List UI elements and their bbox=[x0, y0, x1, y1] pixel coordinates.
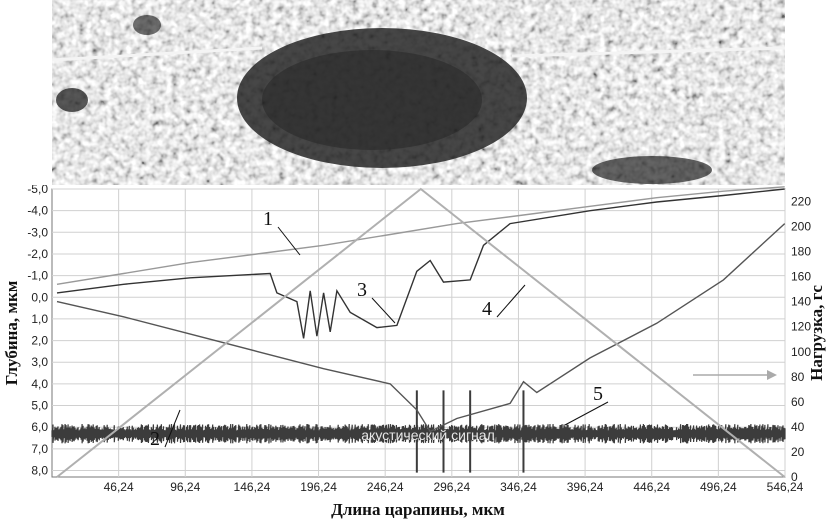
series-1-line bbox=[56, 186, 785, 285]
delamination-core bbox=[262, 50, 482, 150]
x-tick-label: 546,24 bbox=[767, 480, 804, 494]
y-axis-title-left: Глубина, мкм bbox=[2, 280, 21, 385]
dark-spot bbox=[56, 88, 88, 112]
y-right-tick-label: 0 bbox=[791, 470, 798, 484]
x-tick-label: 246,24 bbox=[367, 480, 404, 494]
y-left-tick-label: 4,0 bbox=[31, 377, 48, 391]
y-right-tick-label: 20 bbox=[791, 445, 805, 459]
scratch-micrograph bbox=[52, 0, 785, 185]
y-right-tick-label: 100 bbox=[791, 345, 811, 359]
callouts: 1 2 3 4 5 bbox=[150, 208, 609, 450]
load-direction-arrow bbox=[693, 370, 777, 380]
y-left-tick-label: -5,0 bbox=[27, 185, 48, 196]
y-left-tick-label: 8,0 bbox=[31, 464, 48, 478]
x-tick-label: 446,24 bbox=[633, 480, 670, 494]
y-right-tick-label: 80 bbox=[791, 370, 805, 384]
series-4-line bbox=[56, 187, 786, 478]
y-right-tick-label: 140 bbox=[791, 295, 811, 309]
callout-leader bbox=[277, 226, 301, 256]
y-right-tick-label: 180 bbox=[791, 245, 811, 259]
y-right-tick-label: 40 bbox=[791, 420, 805, 434]
y-right-tick-label: 120 bbox=[791, 320, 811, 334]
y-right-tick-label: 200 bbox=[791, 220, 811, 234]
x-tick-label: 396,24 bbox=[567, 480, 604, 494]
callout-label: 1 bbox=[263, 208, 273, 230]
series-3-line bbox=[56, 188, 785, 339]
y-right-tick-label: 60 bbox=[791, 395, 805, 409]
y-left-tick-label: -1,0 bbox=[27, 269, 48, 283]
callout-leader bbox=[564, 401, 609, 426]
scratch-track-left bbox=[52, 46, 263, 62]
callout-label: 3 bbox=[357, 279, 367, 301]
y-left-tick-label: 7,0 bbox=[31, 442, 48, 456]
series-layer bbox=[51, 186, 786, 478]
y-left-tick-label: 0,0 bbox=[31, 290, 48, 304]
x-tick-label: 46,24 bbox=[104, 480, 134, 494]
y-left-tick-label: -2,0 bbox=[27, 247, 48, 261]
callout-label: 5 bbox=[593, 383, 603, 405]
y-left-tick-label: 1,0 bbox=[31, 312, 48, 326]
dark-spot bbox=[592, 156, 712, 184]
y-right-tick-label: 220 bbox=[791, 195, 811, 209]
series-2-line bbox=[56, 223, 786, 433]
x-tick-label: 196,24 bbox=[300, 480, 337, 494]
x-tick-label: 296,24 bbox=[433, 480, 470, 494]
y-right-tick-label: 160 bbox=[791, 270, 811, 284]
dark-spot bbox=[133, 15, 161, 35]
y-left-tick-label: -4,0 bbox=[27, 204, 48, 218]
callout-label: 2 bbox=[150, 428, 160, 450]
callout-leader bbox=[164, 409, 181, 448]
x-tick-label: 96,24 bbox=[170, 480, 200, 494]
x-axis-title: Длина царапины, мкм bbox=[331, 500, 505, 519]
scratch-track-right bbox=[511, 46, 785, 58]
y-left-tick-label: 3,0 bbox=[31, 355, 48, 369]
callout-leader bbox=[371, 297, 396, 324]
y-axis-title-right: Нагрузка, гс bbox=[807, 285, 826, 381]
acoustic-signal-label: акустический сигнал bbox=[361, 427, 495, 443]
series-5-acoustic-signal bbox=[51, 423, 786, 444]
x-tick-label: 146,24 bbox=[234, 480, 271, 494]
ticks-layer: 46,24 96,24 146,24 196,24 246,24 296,24 346,24… bbox=[27, 185, 811, 494]
callout-label: 4 bbox=[482, 298, 492, 320]
x-tick-label: 346,24 bbox=[500, 480, 537, 494]
y-left-tick-label: 5,0 bbox=[31, 399, 48, 413]
x-tick-label: 496,24 bbox=[700, 480, 737, 494]
y-left-tick-label: 6,0 bbox=[31, 420, 48, 434]
callout-leader bbox=[496, 284, 526, 318]
y-left-tick-label: 2,0 bbox=[31, 334, 48, 348]
scratch-test-chart: 46,24 96,24 146,24 196,24 246,24 296,24 346,24… bbox=[2, 185, 826, 519]
y-left-tick-label: -3,0 bbox=[27, 225, 48, 239]
